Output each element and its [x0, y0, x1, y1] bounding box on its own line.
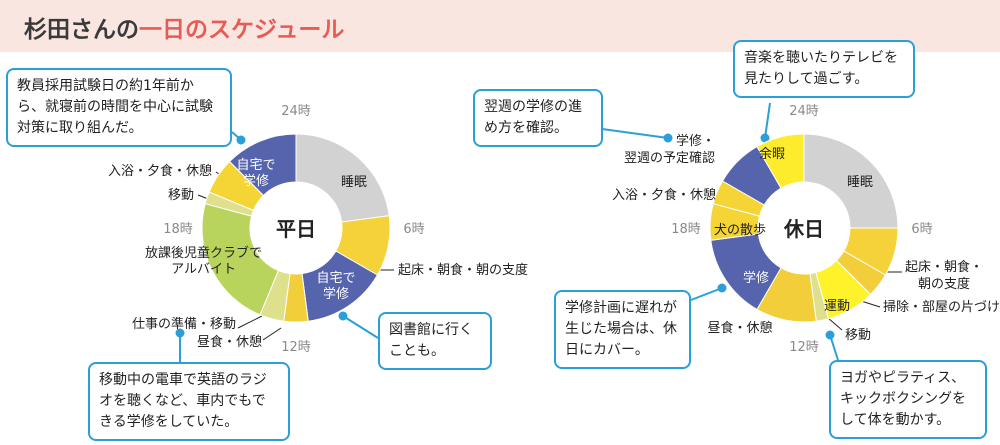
callout-holiday-tv: 音楽を聴いたりテレビを見たりして過ごす。 — [733, 40, 915, 98]
title-accent: 一日のスケジュール — [139, 17, 345, 43]
pointer-dot-weekday-library — [338, 311, 348, 321]
leader-holiday-move — [827, 317, 843, 331]
label-holiday-sleep: 睡眠 — [847, 175, 873, 190]
weekday-hour-tick-18: 18時 — [163, 222, 193, 237]
label-holiday-study-week-a: 学修・ — [676, 133, 715, 149]
label-holiday-dog: 犬の散歩 — [714, 223, 766, 238]
holiday-hour-tick-18: 18時 — [671, 222, 701, 237]
page-title: 杉田さんの一日のスケジュール — [24, 10, 344, 44]
callout-holiday-exercise: ヨガやピラティス、キックボクシングをして体を動かす。 — [829, 360, 987, 439]
holiday-center-hole — [759, 183, 849, 273]
weekday-hour-tick-12: 12時 — [281, 340, 311, 355]
label-holiday-study: 学修 — [743, 270, 769, 286]
weekday-segment-8 — [228, 133, 297, 197]
weekday-hour-tick-0: 24時 — [281, 104, 311, 119]
pointer-dot-weekday-top — [236, 135, 246, 145]
pointer-dot-weekday-commute — [175, 328, 185, 338]
holiday-hour-tick-0: 24時 — [789, 104, 819, 119]
weekday-segment-0 — [295, 133, 390, 223]
leader-weekday-prep — [237, 315, 263, 329]
label-holiday-morning-a: 起床・朝食・ — [905, 259, 983, 275]
pointer-dot-holiday-review — [663, 133, 673, 143]
label-holiday-exercise: 運動 — [824, 299, 850, 314]
pointer-dot-holiday-exercise — [825, 330, 835, 340]
label-weekday-work-a: 放課後児童クラブで — [145, 245, 262, 261]
pointer-dot-holiday-tv — [760, 133, 770, 143]
callout-weekday-top: 教員採用試験日の約1年前から、就寝前の時間を中心に試験対策に取り組んだ。 — [6, 68, 232, 147]
holiday-segment-10 — [756, 133, 805, 189]
callout-pointers — [175, 102, 839, 362]
label-holiday-study-week-b: 翌週の予定確認 — [624, 150, 715, 166]
label-weekday-sleep: 睡眠 — [341, 175, 367, 190]
pointer-holiday-tv — [764, 102, 771, 139]
weekday-segment-5 — [201, 203, 280, 316]
label-weekday-lunch: 昼食・休憩 — [197, 334, 262, 350]
label-weekday-study2-a: 自宅で — [316, 271, 355, 286]
pointer-dot-holiday-catchup — [717, 283, 727, 293]
leader-weekday-lunch — [262, 327, 282, 341]
label-holiday-bath: 入浴・夕食・休憩 — [612, 187, 716, 203]
label-holiday-lunch: 昼食・休憩 — [707, 320, 772, 336]
header-bar: 杉田さんの一日のスケジュール — [0, 0, 1000, 52]
holiday-hour-tick-12: 12時 — [789, 340, 819, 355]
weekday-center-hole — [251, 183, 341, 273]
callout-holiday-review: 翌週の学修の進め方を確認。 — [473, 89, 603, 147]
label-weekday-move: 移動 — [168, 188, 194, 203]
label-weekday-work-b: アルバイト — [171, 262, 236, 277]
holiday-segment-0 — [803, 133, 899, 229]
label-holiday-free: 余暇 — [759, 146, 785, 162]
label-weekday-study-a: 自宅で — [236, 158, 275, 173]
label-weekday-prep: 仕事の準備・移動 — [132, 316, 236, 332]
label-weekday-bath: 入浴・夕食・休憩 — [108, 163, 212, 179]
callout-weekday-commute: 移動中の電車で英語のラジオを聴くなど、車内でもできる学修をしていた。 — [88, 362, 290, 441]
weekday-center-label: 平日 — [276, 217, 316, 241]
holiday-donut: 休日 24時 6時 12時 18時 — [671, 104, 932, 355]
holiday-hour-tick-6: 6時 — [911, 222, 932, 237]
label-holiday-clean: 掃除・部屋の片づけ — [883, 299, 1000, 315]
holiday-center-label: 休日 — [783, 217, 824, 241]
weekday-hour-tick-6: 6時 — [403, 222, 424, 237]
label-weekday-morning: 起床・朝食・朝の支度 — [398, 262, 528, 278]
label-weekday-study-b: 学修 — [243, 173, 269, 189]
label-holiday-move: 移動 — [845, 328, 871, 343]
callout-weekday-library: 図書館に行くことも。 — [378, 312, 492, 370]
pointer-holiday-review — [601, 128, 669, 139]
pointer-weekday-library — [342, 315, 379, 339]
label-holiday-morning-b: 朝の支度 — [918, 276, 970, 292]
label-weekday-study2-b: 学修 — [323, 286, 349, 302]
weekday-donut: 平日 24時 6時 12時 18時 — [163, 104, 424, 355]
pointer-holiday-catchup — [690, 287, 723, 301]
title-prefix: 杉田さんの — [24, 17, 139, 43]
callout-holiday-catchup: 学修計画に遅れが生じた場合は、休日にカバー。 — [554, 290, 691, 369]
